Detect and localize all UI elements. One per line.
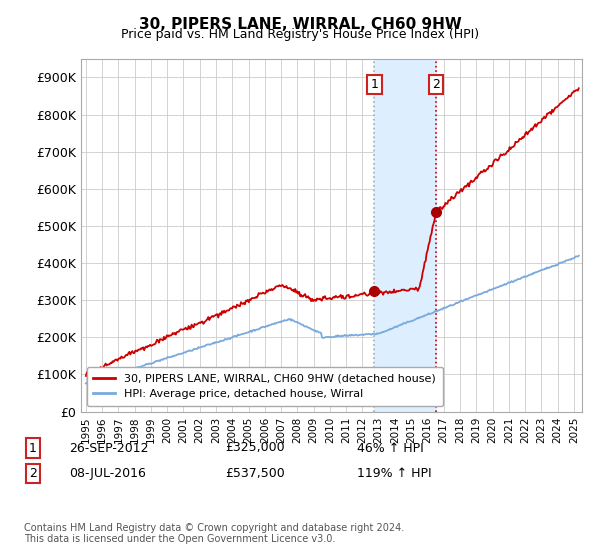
Text: 46% ↑ HPI: 46% ↑ HPI — [357, 441, 424, 455]
Text: 1: 1 — [371, 78, 379, 91]
Text: Price paid vs. HM Land Registry's House Price Index (HPI): Price paid vs. HM Land Registry's House … — [121, 28, 479, 41]
Text: £325,000: £325,000 — [225, 441, 284, 455]
Text: 119% ↑ HPI: 119% ↑ HPI — [357, 466, 431, 480]
Text: 2: 2 — [29, 466, 37, 480]
Legend: 30, PIPERS LANE, WIRRAL, CH60 9HW (detached house), HPI: Average price, detached: 30, PIPERS LANE, WIRRAL, CH60 9HW (detac… — [86, 367, 443, 406]
Text: 1: 1 — [29, 441, 37, 455]
Text: 26-SEP-2012: 26-SEP-2012 — [69, 441, 149, 455]
Bar — [374, 59, 436, 412]
Text: Contains HM Land Registry data © Crown copyright and database right 2024.
This d: Contains HM Land Registry data © Crown c… — [24, 522, 404, 544]
Text: 2: 2 — [432, 78, 440, 91]
Text: 08-JUL-2016: 08-JUL-2016 — [69, 466, 146, 480]
Text: 30, PIPERS LANE, WIRRAL, CH60 9HW: 30, PIPERS LANE, WIRRAL, CH60 9HW — [139, 17, 461, 32]
Text: £537,500: £537,500 — [225, 466, 285, 480]
